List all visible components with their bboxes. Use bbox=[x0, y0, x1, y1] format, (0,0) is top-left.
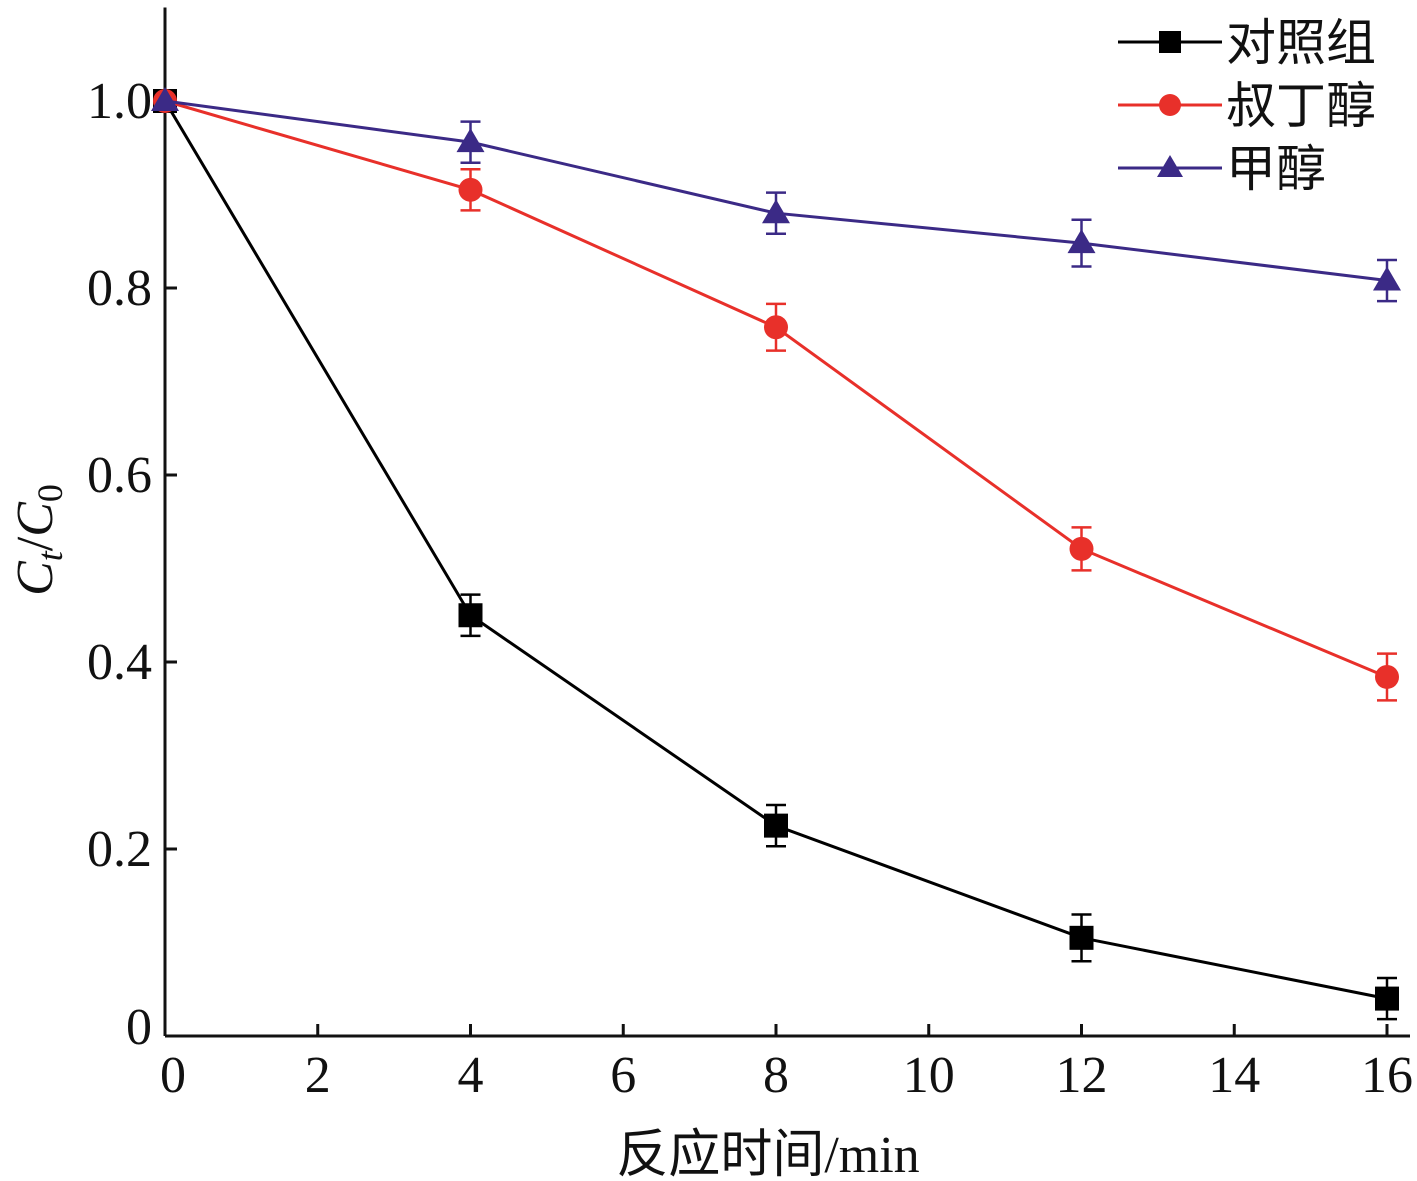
x-tick-label: 0 bbox=[160, 1047, 186, 1104]
x-tick-label: 8 bbox=[763, 1047, 789, 1104]
triangle-marker bbox=[151, 87, 179, 111]
y-tick-label: 0.6 bbox=[87, 447, 152, 504]
series-line bbox=[164, 99, 1388, 679]
series-triangle bbox=[151, 87, 1401, 303]
square-marker bbox=[1159, 31, 1181, 53]
series-line bbox=[163, 100, 1388, 1001]
axes: 0 2 4 6 8 10 12 14 16 0 0.2 0.4 0.6 0.8 1.0 bbox=[87, 7, 1413, 1104]
triangle-marker bbox=[762, 199, 790, 224]
legend-label: 对照组 bbox=[1226, 14, 1376, 72]
x-tick-label: 6 bbox=[610, 1047, 636, 1104]
circle-marker bbox=[458, 177, 483, 202]
legend-label: 甲醇 bbox=[1226, 140, 1326, 198]
series-square bbox=[153, 89, 1399, 1021]
y-tick-label: 0 bbox=[126, 999, 152, 1056]
circle-marker bbox=[1159, 94, 1181, 116]
triangle-marker bbox=[1373, 266, 1401, 291]
y-tick-label: 0.4 bbox=[87, 634, 152, 691]
x-axis-label: 反应时间/min bbox=[616, 1127, 919, 1181]
circle-marker bbox=[1069, 536, 1094, 561]
x-tick-label: 16 bbox=[1361, 1047, 1413, 1104]
square-marker bbox=[1375, 986, 1399, 1011]
circle-marker bbox=[764, 315, 788, 340]
legend-label: 叔丁醇 bbox=[1226, 77, 1376, 135]
triangle-marker bbox=[456, 128, 485, 153]
x-tick-label: 10 bbox=[903, 1047, 955, 1104]
series-circle bbox=[153, 89, 1399, 702]
x-tick-label: 12 bbox=[1056, 1047, 1108, 1104]
square-marker bbox=[764, 813, 788, 838]
y-tick-label: 1.0 bbox=[87, 73, 152, 130]
x-tick-label: 2 bbox=[305, 1047, 331, 1104]
series-line bbox=[164, 99, 1388, 283]
triangle-marker bbox=[1157, 155, 1183, 177]
circle-marker bbox=[1375, 664, 1399, 689]
y-tick-label: 0.8 bbox=[87, 260, 152, 317]
y-axis-label: Ct/C0 bbox=[7, 484, 70, 596]
series-group bbox=[151, 87, 1401, 1021]
x-tick-label: 4 bbox=[458, 1047, 484, 1104]
square-marker bbox=[458, 603, 483, 628]
triangle-marker bbox=[1067, 229, 1096, 254]
square-marker bbox=[1069, 925, 1094, 950]
y-tick-label: 0.2 bbox=[87, 821, 152, 878]
x-tick-label: 14 bbox=[1208, 1047, 1260, 1104]
